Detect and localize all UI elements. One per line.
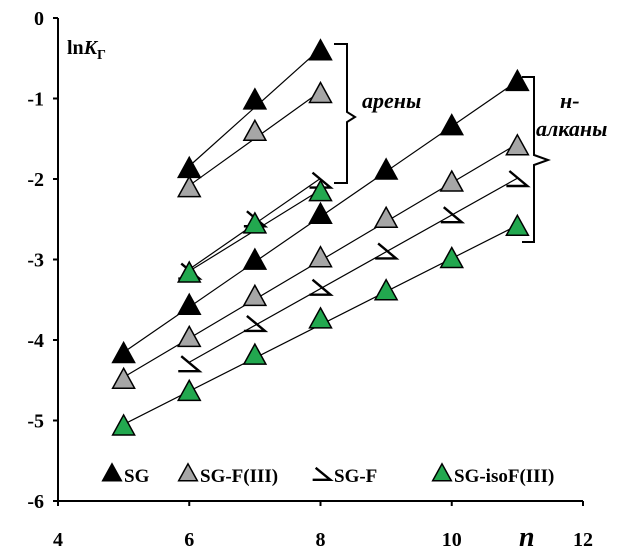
point-sg-f — [440, 206, 466, 224]
point-sg-isof-iii — [373, 278, 399, 301]
point-sg — [242, 247, 268, 270]
point-sg-f — [506, 170, 531, 188]
y-axis-label: lnKГ — [67, 37, 106, 63]
point-sg — [111, 340, 136, 364]
legend-label-sg: SG — [124, 466, 150, 487]
y-tick-label: -5 — [27, 411, 44, 433]
point-sg-isof-iii — [242, 211, 268, 234]
point-sg-isof-iii — [242, 342, 268, 365]
x-tick-label: 8 — [316, 529, 326, 551]
point-sg — [176, 292, 202, 315]
x-tick-label: 4 — [53, 529, 63, 551]
point-sg-f — [309, 278, 334, 296]
point-sg — [373, 157, 399, 180]
point-sg — [439, 113, 465, 136]
point-sg-f — [243, 314, 269, 333]
arenes-label: арены — [362, 88, 421, 113]
legend-marker-sg-f-iii — [177, 462, 199, 482]
legend-marker-sg — [101, 462, 123, 482]
x-axis-label: n — [519, 522, 535, 551]
x-tick-label: 10 — [442, 529, 462, 551]
point-sg-isof-iii — [505, 213, 530, 237]
legend-label-sg-f-iii: SG-F(III) — [200, 466, 278, 487]
point-sg-isof-iii — [308, 179, 333, 202]
arenes-bracket — [334, 43, 357, 184]
y-tick-label: -4 — [27, 330, 44, 352]
point-sg-f-iii — [308, 245, 333, 268]
y-tick-label: -3 — [27, 250, 44, 272]
y-tick-label: 0 — [34, 8, 44, 30]
point-sg-isof-iii — [308, 306, 333, 329]
point-sg-isof-iii — [111, 413, 136, 436]
point-sg — [176, 155, 202, 179]
trend-lines — [123, 48, 518, 425]
x-tick-label: 6 — [184, 529, 194, 551]
point-sg-f-iii — [176, 175, 202, 198]
point-sg — [242, 87, 268, 110]
point-sg — [308, 201, 333, 224]
alkanes-bracket — [522, 76, 551, 243]
legend-marker-sg-isof-iii — [431, 462, 453, 482]
legend-label-sg-isof-iii: SG-isoF(III) — [454, 466, 554, 487]
brackets — [334, 43, 551, 243]
markers — [111, 38, 531, 436]
y-tick-label: -2 — [27, 169, 44, 191]
point-sg-f-iii — [439, 169, 465, 192]
y-tick-label: -6 — [27, 491, 44, 513]
legend: SG SG-F(III) SG-F SG-isoF(III) — [101, 462, 554, 487]
trend-line-sg-f — [188, 177, 518, 363]
point-sg-f-iii — [505, 133, 530, 156]
point-sg-isof-iii — [176, 260, 202, 283]
point-sg-f-iii — [242, 118, 268, 142]
point-sg-f — [375, 242, 400, 260]
point-sg-f-iii — [308, 80, 333, 104]
alkanes-label-line2: алканы — [536, 116, 607, 141]
point-sg — [505, 68, 530, 92]
point-sg-f-iii — [373, 205, 399, 228]
point-sg-f-iii — [176, 324, 202, 348]
legend-label-sg-f: SG-F — [334, 466, 377, 487]
alkanes-label-line1: н- — [560, 88, 580, 113]
point-sg-isof-iii — [439, 245, 465, 269]
y-tick-label: -1 — [27, 89, 44, 111]
point-sg-f-iii — [111, 366, 136, 389]
point-sg-f — [178, 355, 203, 373]
point-sg — [308, 38, 333, 61]
point-sg-f-iii — [242, 283, 268, 307]
x-tick-label: 12 — [573, 529, 593, 551]
point-sg-isof-iii — [176, 378, 202, 402]
legend-marker-sg-f — [312, 466, 334, 481]
ticks: 0 -1 -2 -3 -4 -5 -6 4 6 8 10 12 — [27, 8, 593, 551]
